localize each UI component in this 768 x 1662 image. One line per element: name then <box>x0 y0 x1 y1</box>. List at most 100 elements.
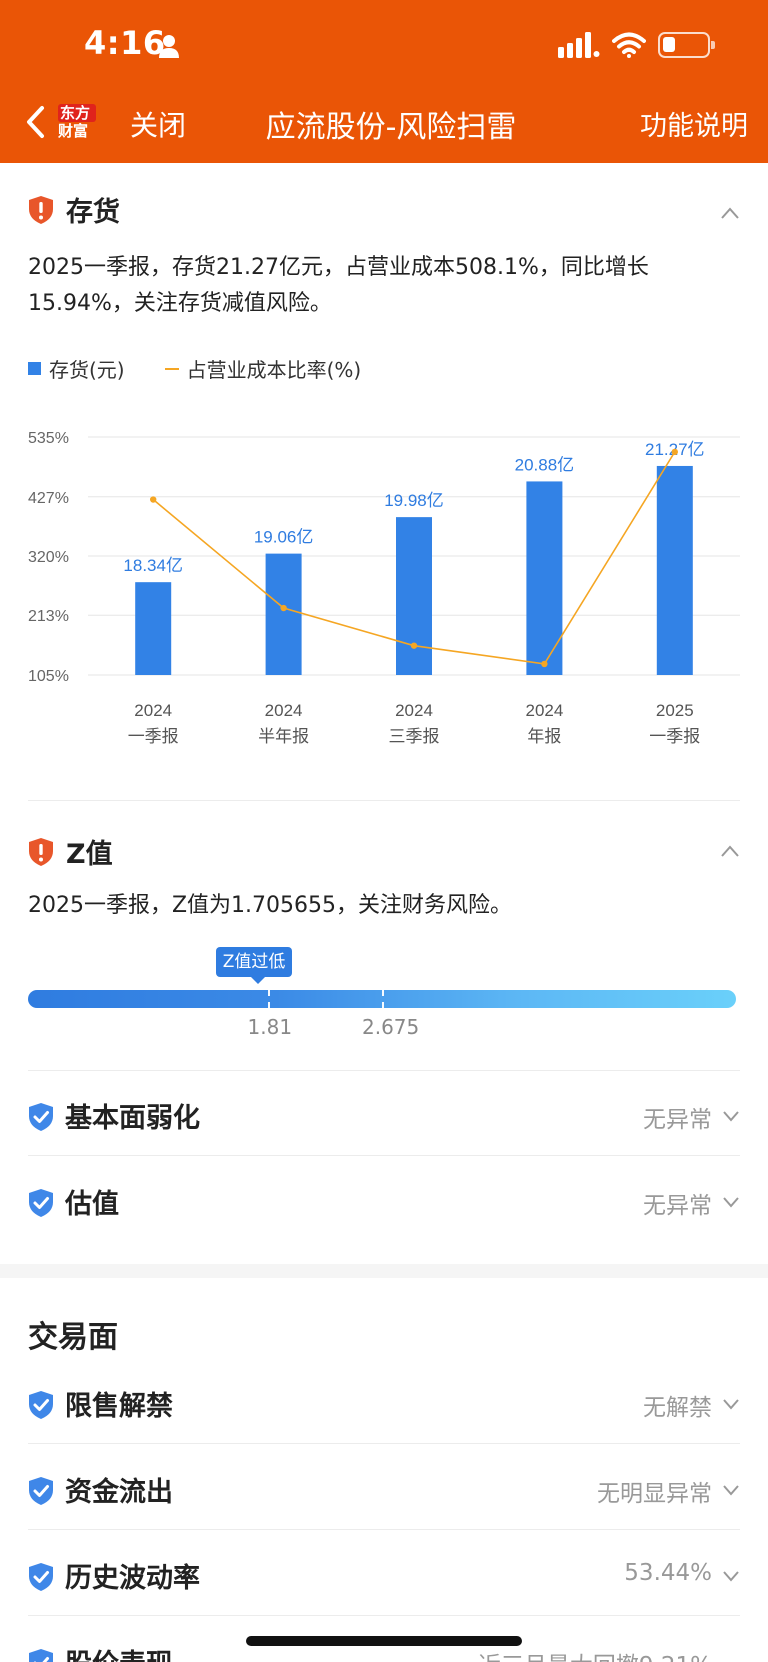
inventory-description: 2025一季报，存货21.27亿元，占营业成本508.1%，同比增长15.94%… <box>28 255 649 316</box>
risk-row-value: 无异常 <box>643 1193 712 1219</box>
y-tick-label: 535% <box>28 430 69 447</box>
risk-row-value: 无明显异常 <box>597 1481 712 1507</box>
x-tick-label: 半年报 <box>258 727 309 747</box>
legend-line-swatch <box>164 367 179 370</box>
chevron-down-icon <box>723 1485 739 1496</box>
chevron-down-icon <box>723 1111 739 1122</box>
risk-row-value: 近三月最大回撤9.21% <box>478 1646 712 1662</box>
risk-row-label: 限售解禁 <box>65 1391 173 1422</box>
y-tick-label: 213% <box>28 608 69 625</box>
wifi-icon <box>612 32 646 58</box>
status-time: 4:16 <box>84 24 166 62</box>
check-shield-icon <box>29 1189 53 1217</box>
ratio-point <box>541 660 548 668</box>
inventory-title: 存货 <box>66 197 120 228</box>
chevron-down-icon <box>723 1571 739 1582</box>
risk-row-value: 无异常 <box>643 1107 712 1133</box>
back-icon[interactable] <box>24 104 48 140</box>
chevron-down-icon <box>723 1399 739 1410</box>
z-value-scale <box>28 990 736 1008</box>
legend-item-bar: 存货(元) <box>28 354 125 383</box>
z-threshold-label-low: 1.81 <box>247 1015 293 1039</box>
risk-row-volatility[interactable]: 历史波动率 53.44% <box>0 1534 768 1620</box>
page-title: 应流股份-风险扫雷 <box>265 110 517 145</box>
x-tick-label: 2024 <box>265 701 303 720</box>
chevron-down-icon <box>723 1197 739 1208</box>
app-header: 4:16 东方 财富 关闭 应流股份-风险扫雷 功能说明 <box>0 0 768 163</box>
bar <box>526 481 563 675</box>
warning-shield-icon <box>29 195 53 224</box>
row-divider <box>28 1529 740 1530</box>
section-gap <box>0 1264 768 1278</box>
risk-row-capital-outflow[interactable]: 资金流出 无明显异常 <box>0 1448 768 1534</box>
risk-row-unlock[interactable]: 限售解禁 无解禁 <box>0 1362 768 1448</box>
bar <box>265 553 302 675</box>
warning-shield-icon <box>29 837 53 866</box>
z-threshold-tick <box>267 990 270 1008</box>
risk-row-value: 无解禁 <box>643 1395 712 1421</box>
check-shield-icon <box>29 1391 53 1419</box>
ratio-point <box>671 448 678 456</box>
risk-row-label: 股价表现 <box>65 1642 173 1662</box>
help-button[interactable]: 功能说明 <box>640 111 748 142</box>
risk-row-valuation[interactable]: 估值 无异常 <box>0 1160 768 1246</box>
x-tick-label: 年报 <box>527 727 561 747</box>
check-shield-icon <box>29 1563 53 1591</box>
inventory-header[interactable]: 存货 <box>28 190 120 229</box>
check-shield-icon <box>29 1649 53 1662</box>
bar <box>135 582 172 675</box>
x-tick-label: 三季报 <box>389 727 440 747</box>
battery-icon <box>658 32 715 58</box>
app-logo: 东方 财富 <box>58 104 96 142</box>
z-value-header[interactable]: Z值 <box>28 832 113 871</box>
risk-row-value: 53.44% <box>624 1560 712 1586</box>
ratio-point <box>150 496 157 503</box>
x-tick-label: 2024 <box>395 701 433 720</box>
legend-item-line: 占营业成本比率(%) <box>164 354 361 383</box>
bar-data-label: 20.88亿 <box>515 455 575 474</box>
section-divider <box>28 1070 740 1071</box>
x-tick-label: 2025 <box>656 701 694 720</box>
person-icon <box>159 35 179 58</box>
z-value-description: 2025一季报，Z值为1.705655，关注财务风险。 <box>28 893 513 918</box>
z-value-tag: Z值过低 <box>215 947 293 984</box>
z-value-title: Z值 <box>66 839 113 870</box>
check-shield-icon <box>29 1477 53 1505</box>
y-tick-label: 427% <box>28 490 69 507</box>
row-divider <box>28 1155 740 1156</box>
z-threshold-label-high: 2.675 <box>362 1015 420 1039</box>
y-tick-label: 105% <box>28 668 69 685</box>
check-shield-icon <box>29 1103 53 1131</box>
bar-data-label: 19.98亿 <box>384 491 444 510</box>
x-tick-label: 2024 <box>525 701 563 720</box>
x-tick-label: 2024 <box>134 701 172 720</box>
risk-row-label: 估值 <box>65 1189 119 1220</box>
home-indicator <box>246 1636 522 1646</box>
close-button[interactable]: 关闭 <box>130 109 187 142</box>
legend-bar-swatch <box>28 362 41 375</box>
bar-data-label: 19.06亿 <box>254 528 314 547</box>
trading-title: 交易面 <box>28 1320 118 1355</box>
risk-row-label: 基本面弱化 <box>65 1103 200 1134</box>
inventory-chart: 535% 427% 320% 213% 105% 18.34亿 19.06亿 19.98亿 20… <box>28 430 740 747</box>
ratio-point <box>280 604 287 612</box>
chevron-up-icon[interactable] <box>720 844 740 858</box>
bar <box>656 465 693 675</box>
risk-row-label: 资金流出 <box>65 1477 173 1508</box>
bar-data-label: 18.34亿 <box>123 556 183 575</box>
ratio-point <box>410 642 418 649</box>
cellular-signal-icon <box>558 32 600 58</box>
chart-legend: 存货(元) 占营业成本比率(%) <box>28 354 361 383</box>
y-tick-label: 320% <box>28 549 69 566</box>
row-divider <box>28 1443 740 1444</box>
risk-row-fundamental[interactable]: 基本面弱化 无异常 <box>0 1074 768 1160</box>
x-tick-label: 一季报 <box>649 727 700 747</box>
bar <box>396 517 432 675</box>
risk-row-label: 历史波动率 <box>65 1563 200 1594</box>
section-divider <box>28 800 740 801</box>
z-threshold-tick <box>382 990 384 1008</box>
row-divider <box>28 1615 740 1616</box>
status-indicators <box>558 30 715 60</box>
x-tick-label: 一季报 <box>128 727 179 747</box>
chevron-up-icon[interactable] <box>720 206 740 220</box>
